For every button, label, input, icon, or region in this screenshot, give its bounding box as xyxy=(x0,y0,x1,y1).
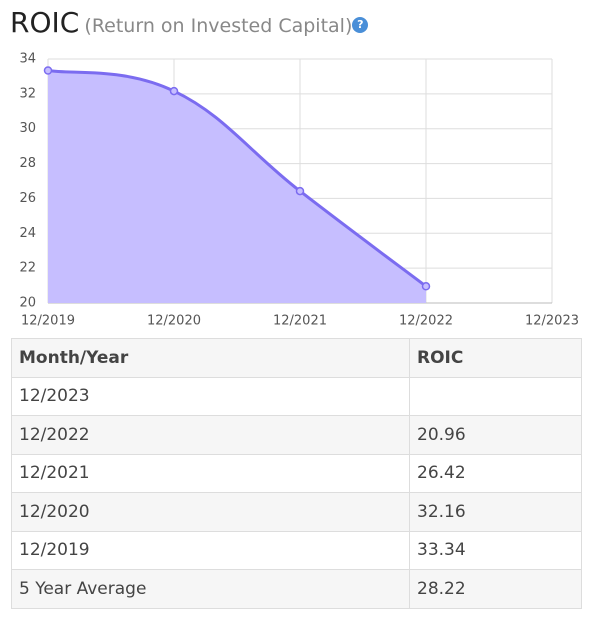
point xyxy=(43,66,53,75)
table-cell: 12/2019 xyxy=(11,530,410,570)
help-icon[interactable]: ? xyxy=(352,17,369,33)
subtitle: (Return on Invested Capital) xyxy=(84,15,353,37)
table-cell: 5 Year Average xyxy=(11,569,410,609)
y-tick-label: 30 xyxy=(19,121,36,136)
table-row: 12/2022 20.96 xyxy=(11,415,582,455)
point xyxy=(169,86,179,96)
area xyxy=(48,70,426,303)
table-cell: 28.22 xyxy=(409,569,582,609)
table-cell: 20.96 xyxy=(409,415,582,455)
table-cell: 12/2020 xyxy=(11,492,410,532)
table-cell: 32.16 xyxy=(409,492,582,532)
table-cell xyxy=(409,376,582,416)
table-row: 5 Year Average 28.22 xyxy=(11,569,582,609)
title: ROIC xyxy=(10,6,80,39)
header-row: Month/Year ROIC xyxy=(11,338,582,378)
x-tick-label: 12/2022 xyxy=(399,314,453,329)
x-tick-label: 12/2021 xyxy=(273,314,327,329)
x-tick-label: 12/2020 xyxy=(147,314,201,329)
point xyxy=(295,186,305,196)
table-cell: 12/2022 xyxy=(11,415,410,455)
y-tick-label: 26 xyxy=(19,191,36,206)
table-cell: 12/2023 xyxy=(11,376,410,416)
x-tick-label: 12/2023 xyxy=(525,314,579,329)
table-row: 12/2019 33.34 xyxy=(11,530,582,570)
y-tick-label: 24 xyxy=(19,226,36,241)
y-tick-label: 32 xyxy=(19,86,36,101)
header-cell: Month/Year xyxy=(11,338,410,378)
chart: 20 22 24 26 28 30 32 34 12/2019 12/2020 12/2021 12/… xyxy=(19,52,579,329)
table-cell: 26.42 xyxy=(409,453,582,493)
table-row: 12/2021 26.42 xyxy=(11,453,582,493)
y-tick-label: 28 xyxy=(19,156,36,171)
point xyxy=(421,282,431,291)
header: ROIC (Return on Invested Capital)? xyxy=(10,6,369,39)
data-table: Month/Year ROIC 12/2023 12/2022 20.96 12/2021… xyxy=(11,338,582,609)
table-row: 12/2020 32.16 xyxy=(11,492,582,532)
y-tick-label: 34 xyxy=(19,52,36,67)
table-row: 12/2023 xyxy=(11,376,582,416)
x-tick-label: 12/2019 xyxy=(21,314,75,329)
y-tick-label: 22 xyxy=(19,261,36,276)
header-cell: ROIC xyxy=(409,338,582,378)
line xyxy=(47,69,427,288)
y-tick-label: 20 xyxy=(19,296,36,311)
table-cell: 33.34 xyxy=(409,530,582,570)
table-cell: 12/2021 xyxy=(11,453,410,493)
